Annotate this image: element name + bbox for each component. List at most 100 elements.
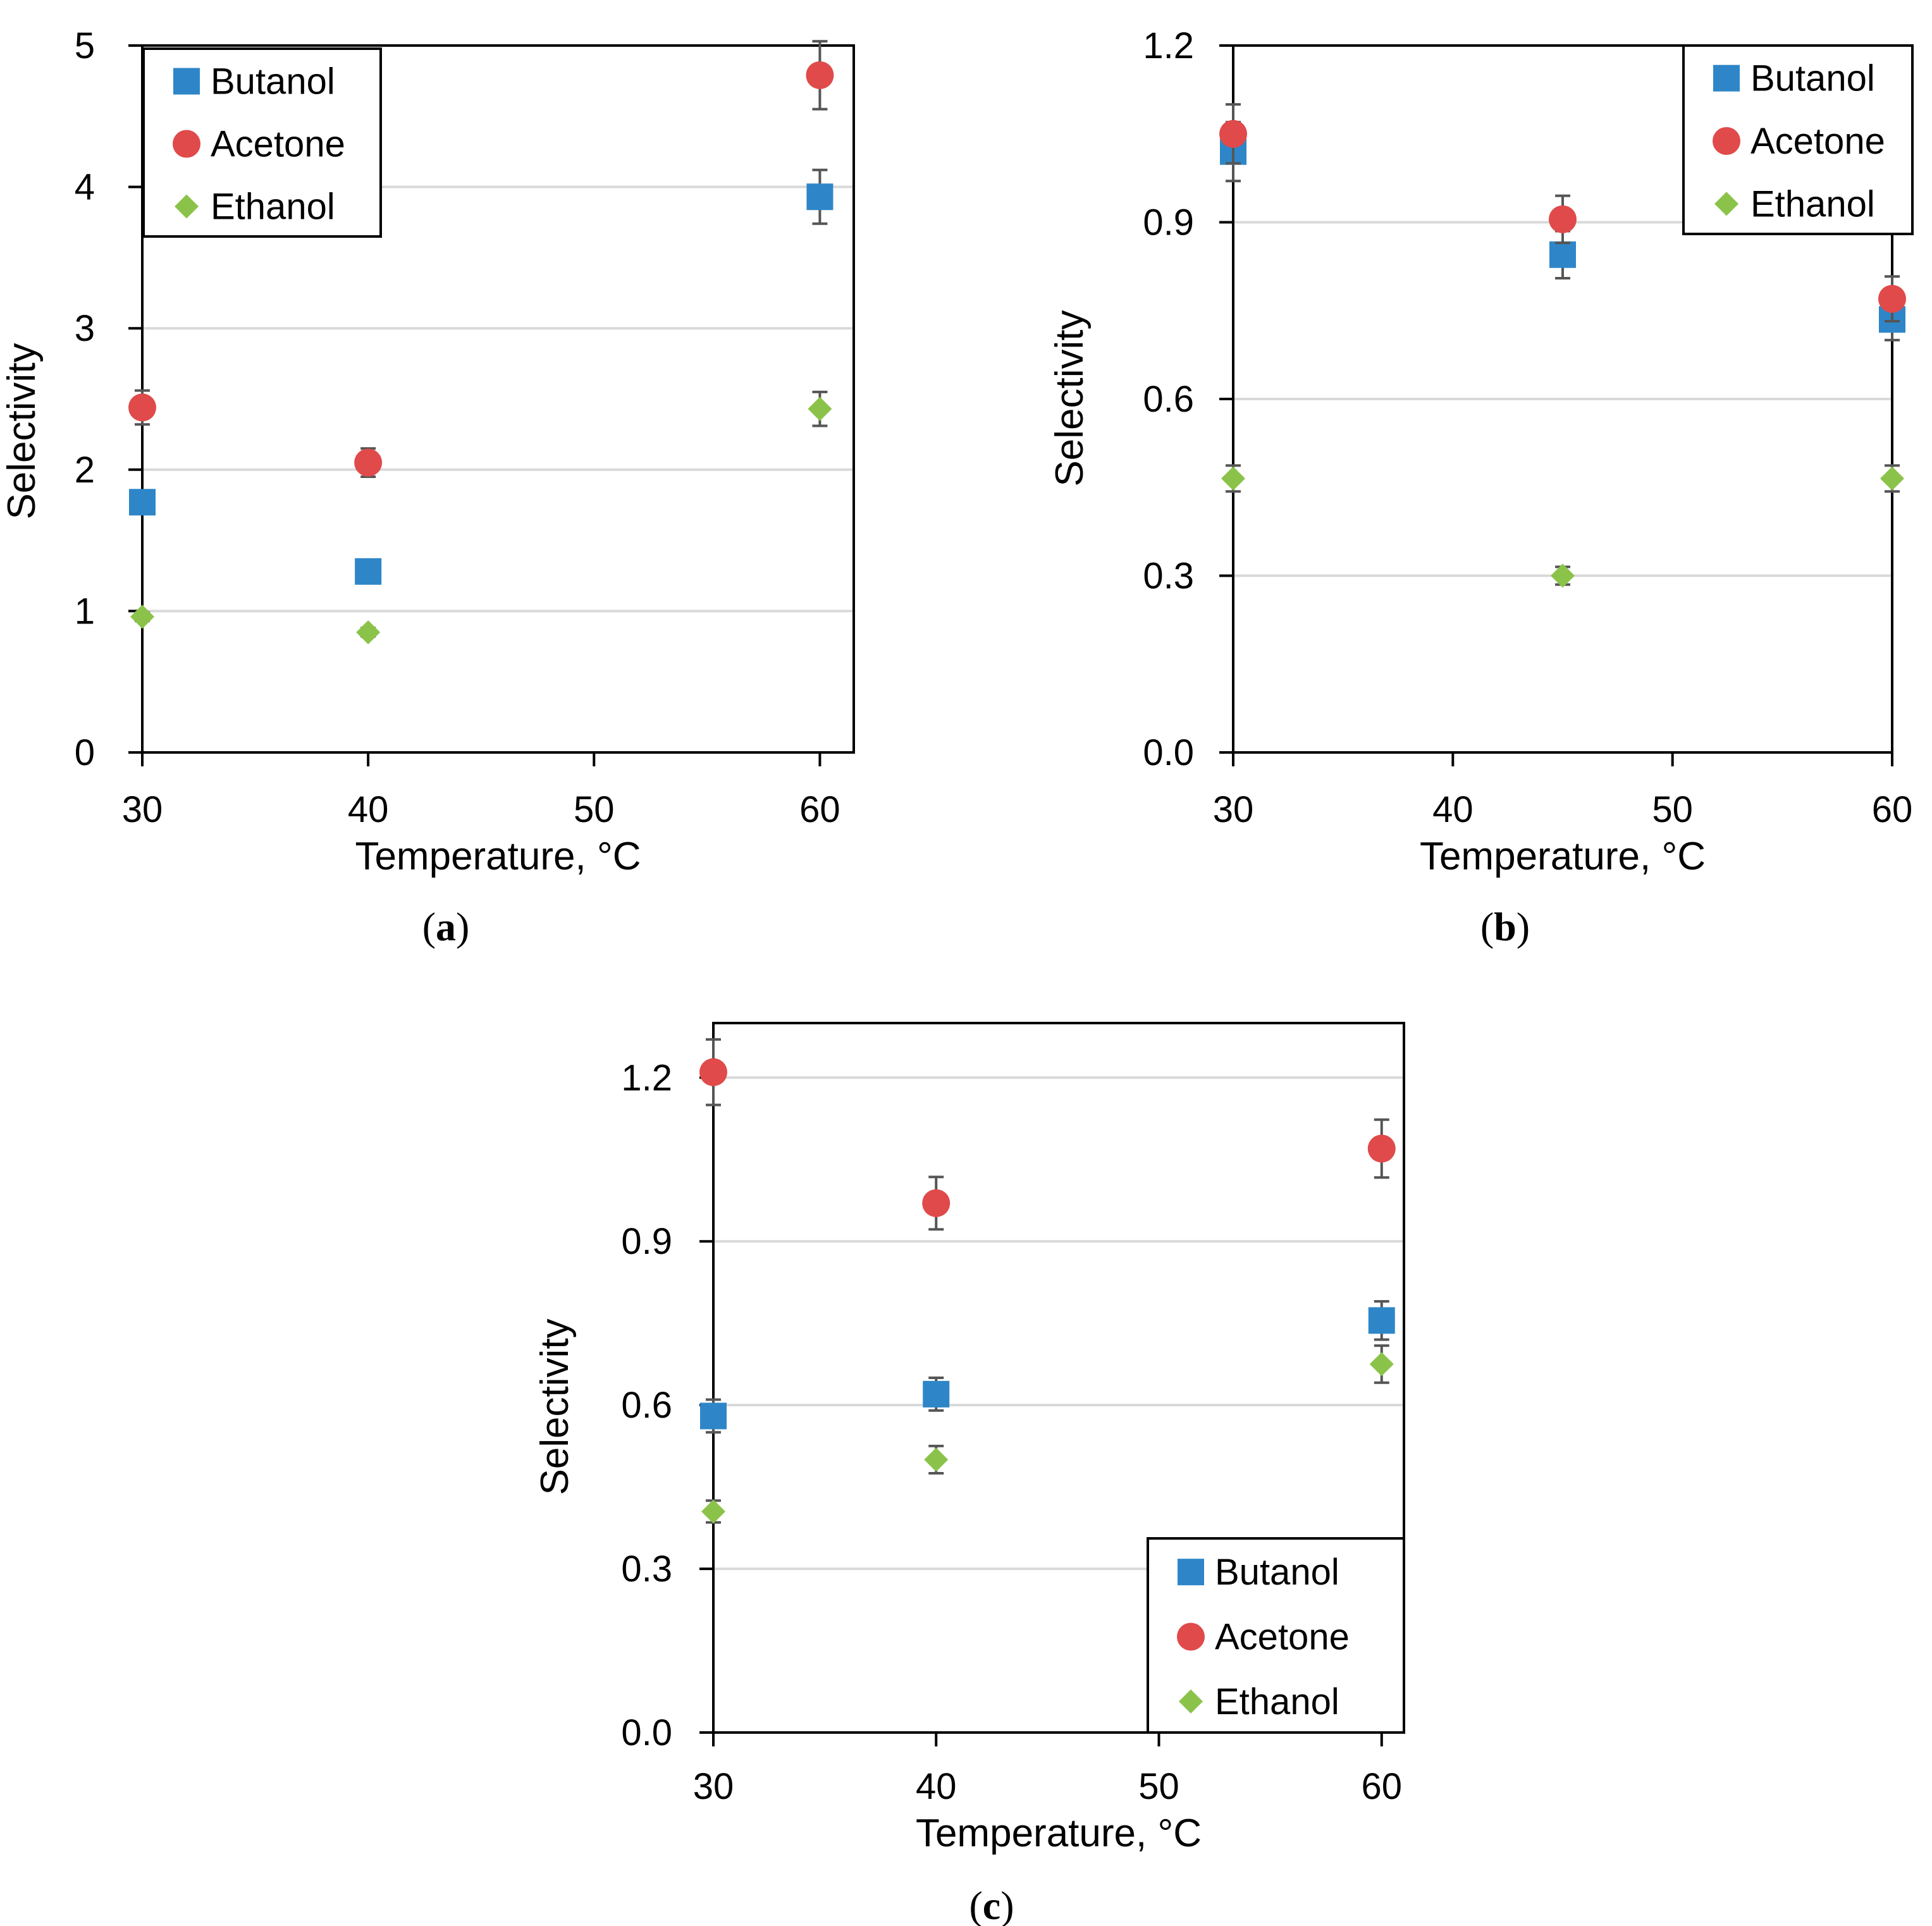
legend-marker-acetone: [1713, 127, 1740, 155]
y-tick-label: 2: [75, 450, 95, 491]
series-ethanol: [1221, 464, 1904, 588]
data-point-ethanol: [924, 1447, 949, 1472]
y-tick-label: 0: [75, 732, 95, 773]
series-ethanol: [701, 1344, 1394, 1524]
legend-label-acetone: Acetone: [1215, 1617, 1350, 1658]
y-tick-label: 0.3: [1143, 556, 1194, 597]
panel-label-close: ): [456, 904, 469, 949]
x-tick-label: 50: [574, 789, 615, 830]
data-point-acetone: [1878, 285, 1906, 313]
series-butanol: [1220, 121, 1905, 341]
x-tick-label: 60: [1362, 1766, 1403, 1807]
legend-marker-ethanol: [175, 194, 199, 219]
panel-label-open: (: [969, 1883, 982, 1926]
legend-marker-ethanol: [1179, 1689, 1203, 1714]
y-tick-label: 0.0: [621, 1712, 672, 1753]
plot-frame: [712, 1022, 1405, 1734]
y-tick-label: 1.2: [1143, 25, 1194, 66]
chart-panel-b: 0.0 0.3 0.6 0.9 1.2 30 40 50 60 Temperature, °C Se…: [1048, 25, 1914, 949]
series-acetone: [1219, 103, 1906, 323]
data-point-ethanol: [808, 396, 832, 421]
data-point-ethanol: [130, 604, 154, 629]
panel-label-close: ): [1000, 1883, 1014, 1926]
x-tick-label: 50: [1138, 1766, 1179, 1807]
data-point-acetone: [354, 448, 383, 477]
x-tick-label: 60: [799, 789, 840, 830]
data-point-acetone: [1549, 205, 1577, 233]
series-butanol: [129, 168, 834, 585]
data-point-butanol: [806, 183, 834, 211]
series-butanol: [700, 1300, 1395, 1434]
data-point-ethanol: [1551, 563, 1575, 588]
series-acetone: [128, 40, 834, 478]
x-axis-label: Temperature, °C: [1420, 835, 1706, 878]
data-point-butanol: [1368, 1307, 1395, 1334]
panel-label: (c): [969, 1883, 1014, 1926]
y-axis-label: Selectivity: [1048, 310, 1092, 486]
y-tick-label: 4: [75, 167, 95, 208]
data-point-butanol: [1549, 241, 1576, 268]
x-tick-label: 30: [1213, 789, 1254, 830]
panel-label-letter: a: [436, 904, 456, 949]
legend-marker-acetone: [1177, 1622, 1205, 1651]
panel-label-open: (: [1480, 904, 1494, 949]
data-point-butanol: [700, 1402, 727, 1430]
data-point-butanol: [355, 558, 382, 585]
x-tick-label: 30: [693, 1766, 734, 1807]
y-tick-label: 3: [75, 308, 95, 349]
data-point-acetone: [922, 1189, 951, 1217]
x-axis-label: Temperature, °C: [355, 835, 641, 878]
data-point-ethanol: [701, 1499, 725, 1524]
data-point-acetone: [806, 61, 834, 89]
legend-label-acetone: Acetone: [1750, 121, 1885, 162]
data-point-ethanol: [1880, 466, 1904, 491]
legend-label-butanol: Butanol: [1750, 58, 1875, 99]
y-tick-label: 5: [75, 25, 95, 66]
y-tick-label: 0.9: [621, 1221, 672, 1262]
legend: Butanol Acetone Ethanol: [1147, 1537, 1405, 1734]
panel-label: (b): [1480, 904, 1530, 949]
legend-marker-acetone: [173, 130, 200, 158]
chart-panel-a: 0 1 2 3 4 5 30 40 50 60 Temperature, °C Selectivity…: [0, 25, 855, 949]
panel-label-letter: b: [1494, 904, 1517, 949]
x-tick-label: 40: [1432, 789, 1474, 830]
y-axis-label: Selectivity: [533, 1318, 577, 1495]
x-axis-label: Temperature, °C: [916, 1812, 1202, 1855]
data-point-acetone: [699, 1058, 727, 1086]
y-tick-label: 0.6: [1143, 379, 1194, 420]
legend-label-butanol: Butanol: [1215, 1552, 1339, 1593]
legend-label-butanol: Butanol: [211, 61, 335, 102]
data-point-ethanol: [356, 620, 381, 644]
data-point-butanol: [129, 489, 156, 516]
x-tick-label: 60: [1872, 789, 1913, 830]
panel-label-close: ): [1517, 904, 1530, 949]
legend: Butanol Acetone Ethanol: [142, 47, 382, 238]
data-point-acetone: [1367, 1134, 1396, 1163]
data-point-ethanol: [1369, 1352, 1394, 1377]
x-tick-label: 40: [348, 789, 389, 830]
legend-marker-ethanol: [1714, 192, 1738, 216]
series-acetone: [699, 1038, 1396, 1231]
series-ethanol: [130, 390, 832, 644]
y-tick-label: 0.6: [621, 1385, 672, 1426]
data-point-acetone: [128, 393, 156, 422]
legend-marker-butanol: [1178, 1559, 1204, 1586]
chart-panel-c: 0.0 0.3 0.6 0.9 1.2 30 40 50 60 Temperature, °C Se…: [533, 1022, 1405, 1926]
legend: Butanol Acetone Ethanol: [1682, 44, 1914, 235]
legend-label-ethanol: Ethanol: [211, 187, 335, 228]
legend-marker-butanol: [173, 68, 200, 95]
x-tick-label: 50: [1652, 789, 1693, 830]
y-tick-label: 0.0: [1143, 732, 1194, 773]
y-tick-label: 1.2: [621, 1057, 672, 1098]
x-tick-label: 30: [122, 789, 163, 830]
panel-label-letter: c: [983, 1883, 1000, 1926]
data-point-ethanol: [1221, 466, 1245, 491]
x-tick-label: 40: [916, 1766, 957, 1807]
data-point-acetone: [1219, 120, 1247, 148]
legend-label-ethanol: Ethanol: [1750, 183, 1875, 224]
legend-label-acetone: Acetone: [211, 124, 345, 165]
data-point-butanol: [923, 1380, 950, 1408]
y-tick-label: 0.9: [1143, 202, 1194, 243]
y-axis-label: Selectivity: [0, 343, 44, 519]
